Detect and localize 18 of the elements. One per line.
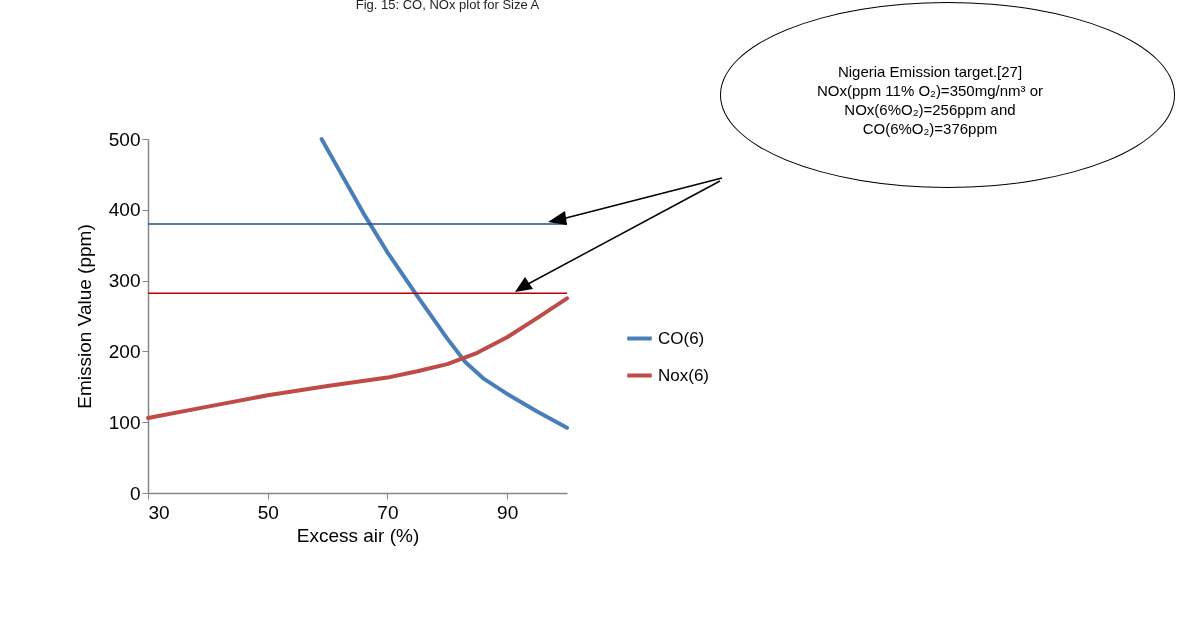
legend-label: CO(6): [658, 328, 705, 348]
x-axis-title: Excess air (%): [296, 524, 420, 546]
x-tick-label: 90: [497, 501, 519, 523]
x-tick-label: 70: [377, 501, 399, 523]
y-axis-title: Emission Value (ppm): [73, 224, 95, 409]
y-tick-label: 300: [108, 270, 141, 292]
y-tick-label: 100: [108, 411, 141, 433]
x-tick-label: 30: [148, 501, 170, 523]
y-tick-label: 0: [129, 482, 141, 504]
legend-label: Nox(6): [658, 365, 710, 385]
y-tick-label: 200: [108, 340, 141, 362]
chart-title: Fig. 15: CO, NOx plot for Size A: [355, 0, 540, 12]
line-series: [319, 137, 569, 430]
x-tick-label: 50: [257, 501, 279, 523]
line-series: [146, 296, 569, 420]
y-tick-label: 500: [108, 128, 141, 150]
y-tick-label: 400: [108, 199, 141, 221]
text: Nigeria Emission target.[27] NOx(ppm 11% O₂)=350mg/nm³ or NOx(6%O₂)=256ppm and CO(6%O₂)=376ppm: [815, 62, 1044, 138]
